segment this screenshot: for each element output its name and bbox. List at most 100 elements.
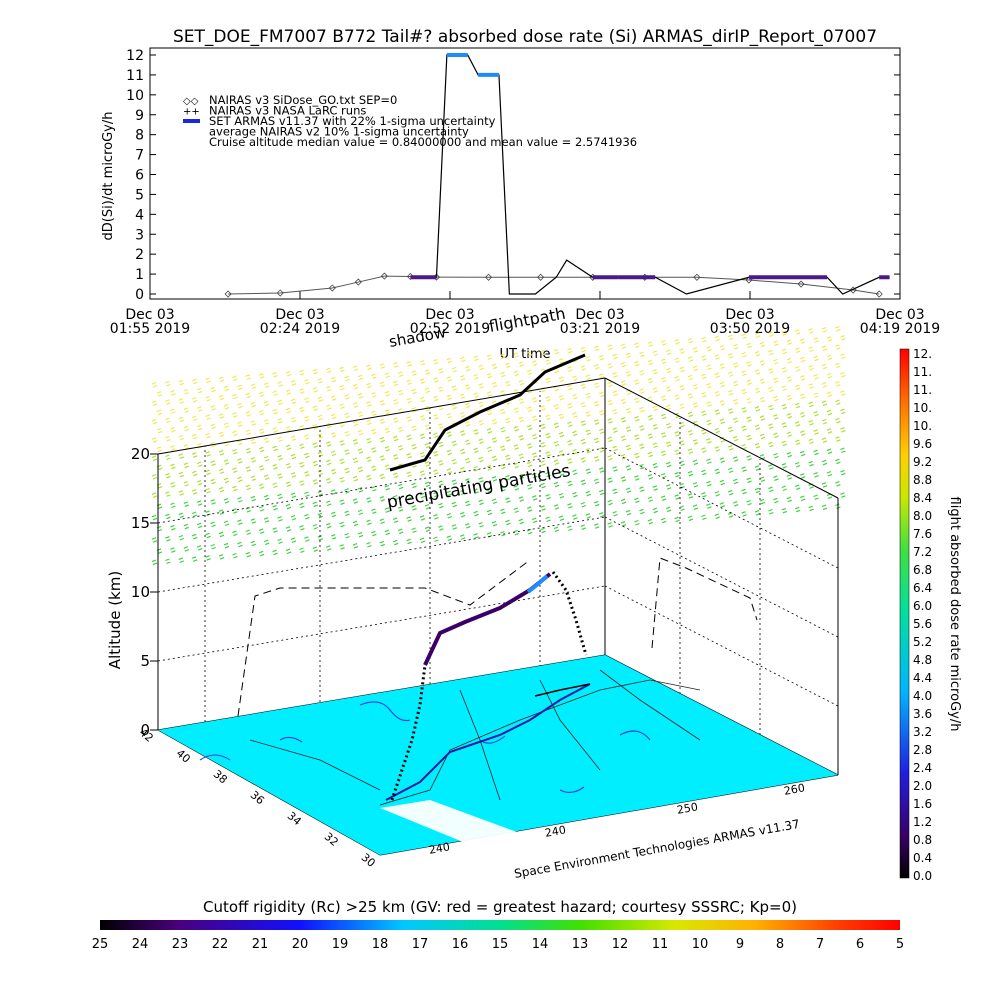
particle-mark [666,487,672,490]
particle-mark [653,510,659,514]
particle-mark [152,562,158,566]
particle-mark [258,409,264,413]
particle-mark [412,465,417,468]
particle-mark [519,521,525,525]
colorbar-tick-label: 5.6 [913,617,932,631]
particle-mark [679,348,684,351]
particle-mark [714,335,720,339]
particle-mark [826,428,832,431]
y-tick-label: 10 [126,88,144,104]
particle-mark [814,497,819,501]
altitude-tick-label: 0 [140,721,150,739]
particle-mark [540,460,545,464]
particle-mark [211,481,216,485]
particle-mark [487,449,493,453]
particle-mark [232,375,237,378]
particle-mark [821,482,827,485]
particle-mark [759,415,765,418]
particle-mark [787,499,793,503]
particle-mark [500,530,505,534]
particle-mark [787,454,793,458]
particle-mark [250,383,256,387]
particle-mark [647,341,653,344]
particle-mark [742,373,747,376]
particle-mark [808,505,813,509]
particle-mark [371,428,376,432]
particle-mark [384,484,390,488]
particle-mark [237,421,242,424]
particle-mark [317,377,323,381]
particle-mark [714,468,720,472]
particle-mark [580,438,586,442]
particle-mark [787,416,793,419]
particle-mark [371,530,376,534]
y-tick-label: 9 [135,108,144,124]
particle-mark [531,415,537,419]
particle-mark [640,511,645,515]
particle-mark [808,438,813,442]
legend: NAIRAS v3 SiDose_GO.txt SEP=0◇◇NAIRAS v3… [183,93,637,149]
particle-mark [385,375,391,379]
grid-line [604,447,839,569]
particle-mark [514,428,520,432]
particle-mark [661,520,667,524]
particle-mark [420,518,426,521]
particle-mark [384,372,390,376]
particle-mark [545,432,550,436]
particle-mark [434,435,439,439]
particle-mark [501,489,506,492]
particle-mark [379,400,385,403]
particle-mark [424,442,430,446]
particle-mark [746,361,751,364]
particle-mark [419,537,425,541]
particle-mark [567,347,572,351]
particle-mark [581,404,587,408]
particle-mark [822,348,828,351]
particle-mark [353,386,359,390]
particle-mark [384,427,390,431]
particle-mark [541,530,546,534]
particle-mark [635,478,640,481]
particle-mark [371,373,376,377]
particle-mark [585,513,591,516]
particle-mark [245,447,251,451]
particle-mark [474,536,479,539]
x-tick-date: Dec 03 [575,307,624,323]
particle-mark [586,471,592,474]
particle-mark [612,466,617,469]
particle-mark [171,485,176,488]
particle-mark [250,475,256,479]
particle-mark [527,390,533,394]
rigidity-label: Cutoff rigidity (Rc) >25 km (GV: red = g… [203,898,797,916]
particle-mark [379,381,385,385]
y-tick-label: 11 [126,68,144,84]
particle-mark [821,382,827,385]
particle-mark [540,527,545,531]
particle-mark [774,398,779,402]
particle-mark [465,387,471,390]
particle-mark [545,377,550,381]
particle-mark [392,362,398,365]
particle-mark [452,443,458,447]
particle-mark [223,404,229,407]
particle-mark [392,494,398,498]
particle-mark [794,365,800,369]
particle-mark [224,407,230,410]
particle-mark [754,332,760,336]
particle-mark [152,384,158,388]
particle-mark [573,517,578,520]
particle-mark [166,457,171,461]
particle-mark [420,399,426,403]
particle-mark [706,458,711,462]
particle-mark [559,397,565,401]
particle-mark [304,536,309,539]
particle-mark [554,443,560,447]
particle-mark [352,383,358,387]
particle-mark [392,380,398,384]
particle-mark [473,533,478,536]
particle-mark [680,388,685,391]
particle-mark [687,393,693,396]
particle-mark [446,431,452,434]
